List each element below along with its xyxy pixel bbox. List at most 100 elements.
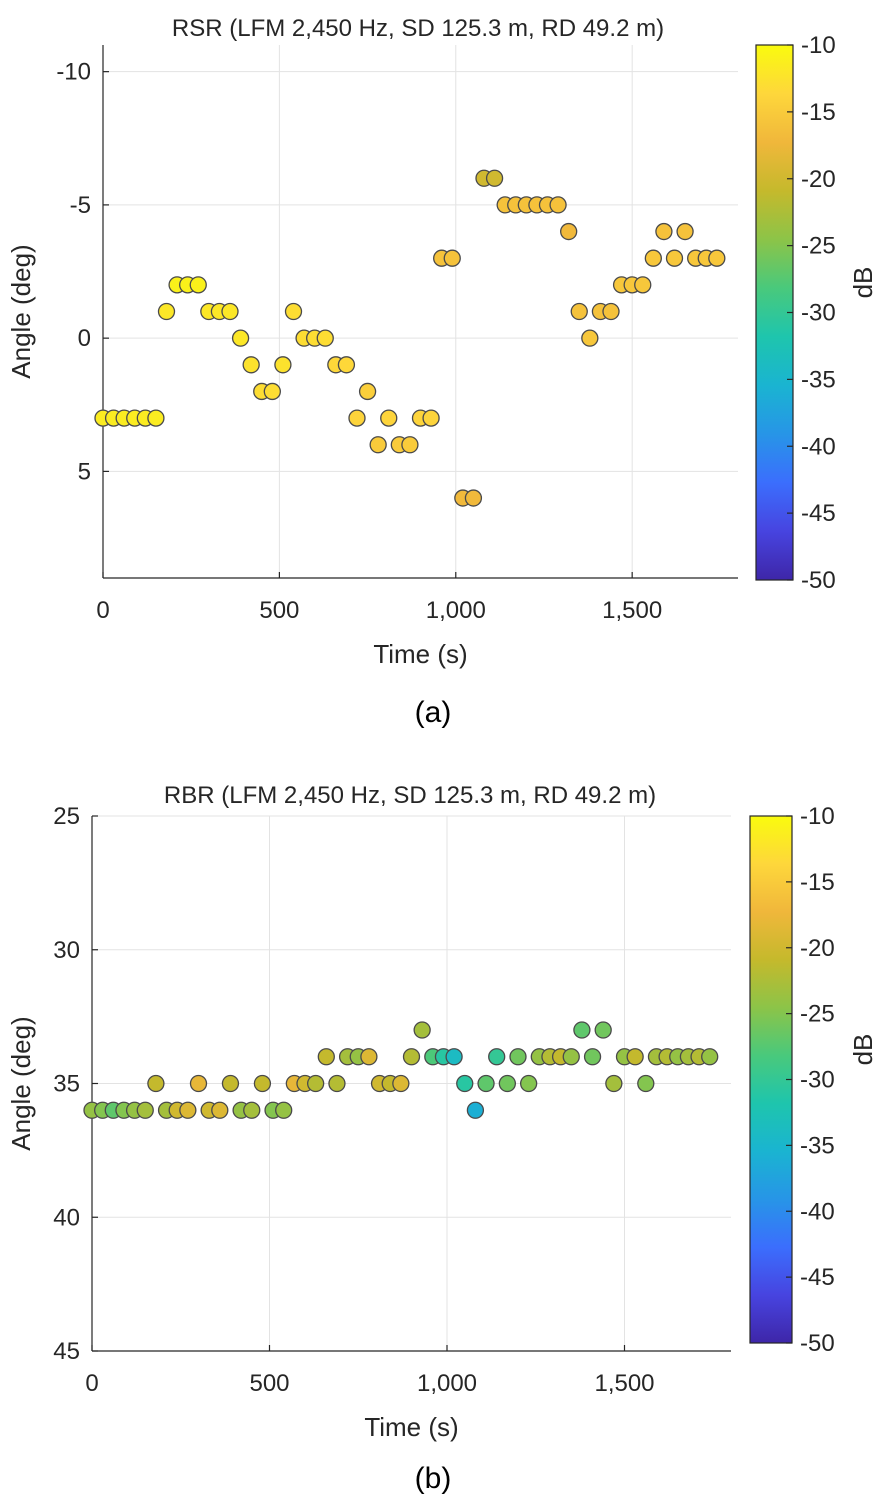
data-point [456,1074,474,1093]
chart-title: RBR (LFM 2,450 Hz, SD 125.3 m, RD 49.2 m… [164,782,656,809]
data-point [337,356,356,374]
y-tick-label: -10 [56,59,91,86]
data-point [562,1048,580,1066]
data-point [634,276,652,294]
colorbar-tick-label: -10 [800,803,835,830]
data-point [583,1048,602,1066]
data-point [605,1074,623,1093]
data-point [274,356,292,374]
chart-title: RSR (LFM 2,450 Hz, SD 125.3 m, RD 49.2 m… [172,15,664,42]
colorbar-tick-label: -30 [801,300,836,327]
data-point [594,1021,612,1039]
y-tick-label: -5 [70,192,91,219]
colorbar-tick-label: -25 [800,1001,835,1028]
colorbar-tick-label: -20 [801,166,836,193]
data-point [665,249,684,267]
data-point [581,329,599,347]
data-point [380,409,398,427]
data-point [602,302,620,321]
data-point [485,169,504,187]
data-point [147,1074,165,1093]
data-point [306,1074,325,1093]
colorbar-label: dB [848,267,878,299]
data-point [464,489,483,507]
data-point [358,382,377,401]
data-point [445,1048,463,1066]
data-point [242,356,260,374]
y-tick-label: 35 [53,1071,80,1098]
x-tick-label: 500 [249,1370,289,1397]
panel-label: (a) [415,696,452,729]
y-tick-label: 45 [53,1338,80,1365]
x-axis-label: Time (s) [364,1412,458,1442]
x-axis-label: Time (s) [373,639,467,669]
chart-panel-b: 0 500 1,000 1,500 25 30 35 40 45 RBR (LFM 2,450 H… [6,782,878,1495]
x-tick-label: 1,500 [602,597,662,624]
y-tick-label: 40 [53,1204,80,1231]
data-point [369,436,387,454]
data-point [243,1101,261,1119]
colorbar-tick-label: -15 [801,99,836,126]
colorbar [749,815,793,1344]
colorbar-tick-label: -25 [801,233,836,260]
data-point [570,302,588,321]
data-point [392,1074,410,1093]
data-point [509,1048,527,1066]
colorbar-tick-label: -40 [801,433,836,460]
data-point [560,222,578,241]
colorbar-tick-label: -50 [801,567,836,594]
x-tick-label: 1,000 [426,597,486,624]
data-point [655,222,673,241]
data-point [402,1048,421,1066]
y-tick-label: 0 [78,325,91,352]
y-tick-label: 5 [78,458,91,485]
colorbar-tick-label: -15 [800,869,835,896]
data-point [626,1048,644,1066]
data-point [676,222,694,241]
data-point [348,409,366,427]
data-point [221,302,239,321]
data-point [477,1074,495,1093]
data-point [637,1074,655,1093]
plot-area [103,45,738,578]
data-point [263,382,281,401]
colorbar-tick-label: -50 [800,1330,835,1357]
data-point [701,1048,719,1066]
data-point [253,1074,272,1093]
data-point [221,1074,240,1093]
colorbar-tick-label: -35 [800,1132,835,1159]
colorbar-tick-label: -35 [801,366,836,393]
data-point [316,329,334,347]
colorbar-tick-label: -20 [800,935,835,962]
y-axis-label: Angle (deg) [6,1016,36,1150]
data-point [179,1101,197,1119]
colorbar [755,44,794,581]
data-point [360,1048,378,1066]
x-tick-label: 1,000 [417,1370,477,1397]
data-point [573,1021,591,1039]
colorbar-tick-label: -10 [801,32,836,59]
data-point [443,249,461,267]
data-point [520,1074,538,1093]
colorbar-label: dB [848,1034,878,1066]
colorbar-tick-label: -30 [800,1067,835,1094]
panel-label: (b) [415,1462,452,1495]
data-point [401,436,419,454]
data-point [488,1048,506,1066]
data-point [422,409,440,427]
data-point [211,1101,229,1119]
y-axis-label: Angle (deg) [6,244,36,378]
colorbar-tick-label: -40 [800,1198,835,1225]
data-point [136,1101,154,1119]
data-point [275,1101,293,1119]
y-tick-label: 30 [53,937,80,964]
data-point [644,249,662,267]
x-tick-label: 0 [85,1370,98,1397]
x-tick-label: 0 [96,597,109,624]
colorbar-tick-label: -45 [801,500,836,527]
data-point [147,409,165,427]
data-point [189,276,207,294]
data-point [231,329,250,347]
